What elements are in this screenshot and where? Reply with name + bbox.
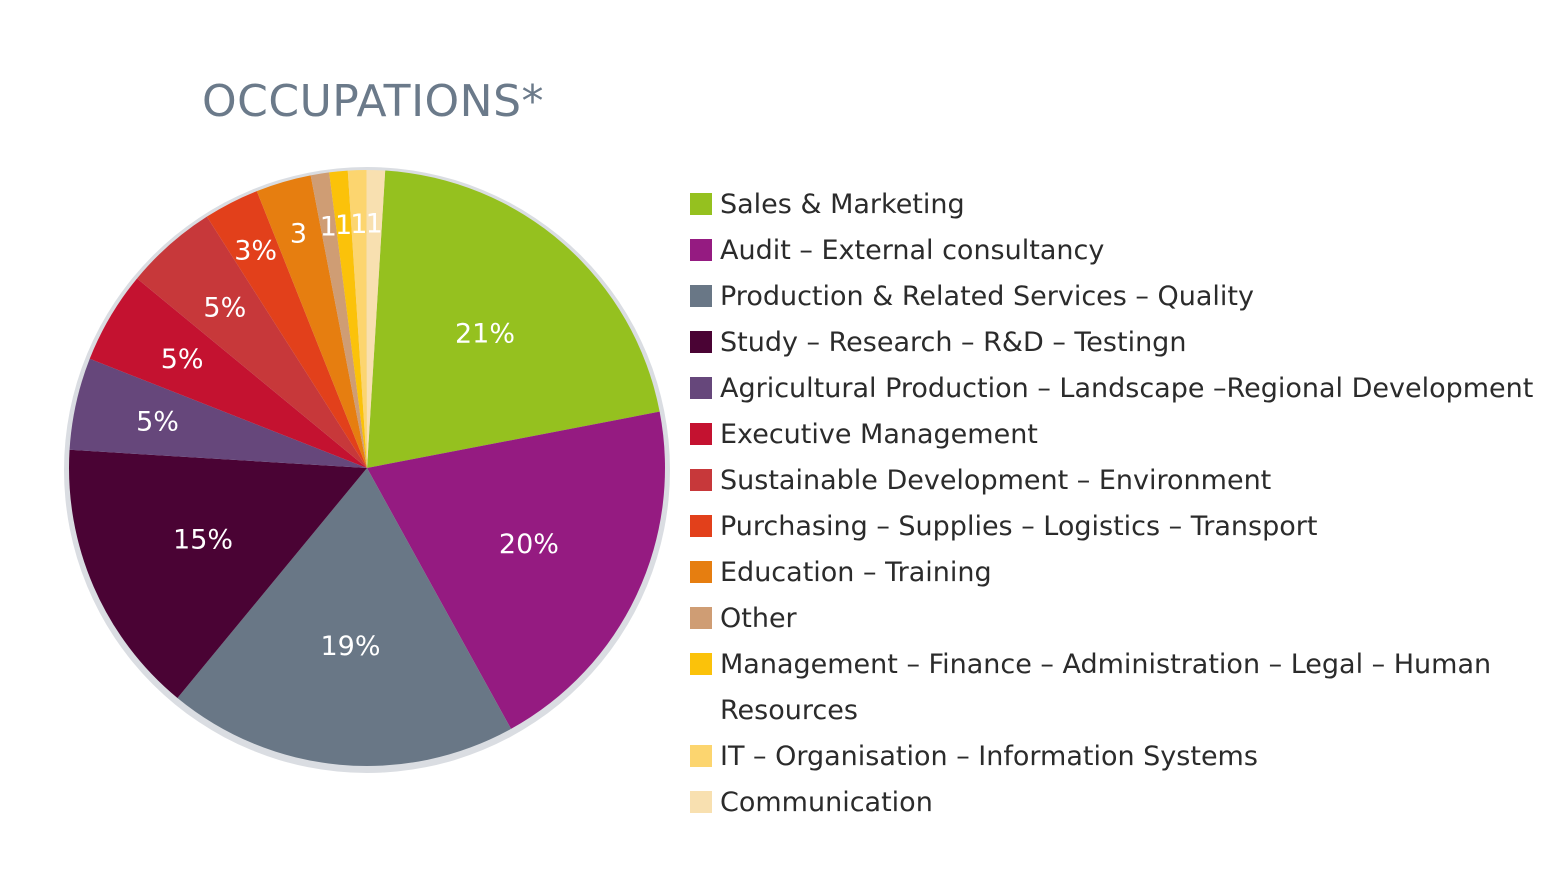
legend-item: Audit – External consultancy: [690, 228, 1550, 274]
legend-swatch: [690, 239, 712, 261]
legend-swatch: [690, 193, 712, 215]
slice-label: 19%: [320, 631, 380, 662]
pie-slice: [69, 449, 367, 698]
pie-slice: [206, 191, 367, 468]
legend: Sales & Marketing Audit – External consul…: [690, 182, 1550, 826]
legend-label: Production & Related Services – Quality: [720, 281, 1254, 312]
slice-label: 21%: [455, 319, 515, 350]
legend-swatch: [690, 423, 712, 445]
legend-label: Other: [720, 603, 797, 634]
pie-slice: [366, 170, 386, 469]
legend-label: Purchasing – Supplies – Logistics – Tran…: [720, 511, 1318, 542]
legend-label: Agricultural Production – Landscape –Reg…: [720, 373, 1534, 404]
pie-slice: [329, 170, 367, 468]
legend-swatch: [690, 331, 712, 353]
legend-item: IT – Organisation – Information Systems: [690, 734, 1550, 780]
pie-slice: [177, 468, 512, 766]
legend-item: Purchasing – Supplies – Logistics – Tran…: [690, 504, 1550, 550]
legend-label: Education – Training: [720, 557, 992, 588]
slice-label: 5%: [161, 344, 204, 375]
pie-slice: [367, 411, 666, 729]
slice-label: 15%: [173, 524, 233, 555]
legend-swatch: [690, 469, 712, 491]
slice-label: 1: [350, 209, 367, 240]
legend-label: Study – Research – R&D – Testingn: [720, 327, 1187, 358]
legend-swatch: [690, 515, 712, 537]
legend-label: Management – Finance – Administration – …: [720, 649, 1492, 726]
legend-item: Production & Related Services – Quality: [690, 274, 1550, 320]
legend-item: Education – Training: [690, 550, 1550, 596]
chart-title: OCCUPATIONS*: [202, 76, 545, 127]
slice-label: 1: [366, 209, 383, 240]
legend-label: Executive Management: [720, 419, 1038, 450]
pie-slice: [89, 278, 367, 468]
pie-slice: [347, 170, 367, 468]
slice-label: 3%: [234, 235, 277, 266]
slice-label: 3: [290, 218, 307, 249]
legend-label: IT – Organisation – Information Systems: [720, 741, 1258, 772]
legend-item: Other: [690, 596, 1550, 642]
slice-label: 1: [320, 212, 337, 243]
legend-item: Executive Management: [690, 412, 1550, 458]
pie-slice: [69, 358, 367, 468]
pie-slice: [137, 216, 367, 468]
pie-slice: [367, 170, 660, 468]
slice-label: 5%: [203, 292, 246, 323]
slice-label: 1: [335, 210, 352, 241]
legend-label: Sustainable Development – Environment: [720, 465, 1272, 496]
slice-label: 20%: [499, 529, 559, 560]
legend-swatch: [690, 607, 712, 629]
legend-label: Audit – External consultancy: [720, 235, 1105, 266]
legend-item: Agricultural Production – Landscape –Reg…: [690, 366, 1550, 412]
legend-label: Sales & Marketing: [720, 189, 965, 220]
slice-label: 5%: [136, 407, 179, 438]
legend-swatch: [690, 745, 712, 767]
legend-item: Sales & Marketing: [690, 182, 1550, 228]
legend-swatch: [690, 653, 712, 675]
legend-item: Study – Research – R&D – Testingn: [690, 320, 1550, 366]
pie-slice: [310, 172, 367, 468]
legend-label: Communication: [720, 787, 933, 818]
pie-slice: [256, 175, 367, 469]
legend-item: Management – Finance – Administration – …: [690, 642, 1510, 734]
legend-swatch: [690, 285, 712, 307]
legend-swatch: [690, 791, 712, 813]
legend-item: Sustainable Development – Environment: [690, 458, 1550, 504]
legend-item: Communication: [690, 780, 1550, 826]
legend-swatch: [690, 377, 712, 399]
legend-swatch: [690, 561, 712, 583]
